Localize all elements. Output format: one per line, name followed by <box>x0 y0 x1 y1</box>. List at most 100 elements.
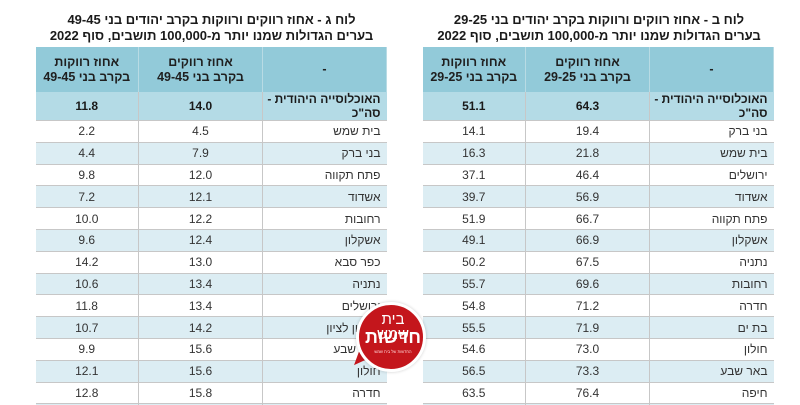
table-title: לוח ג - אחוז רווקים ורווקות בקרב יהודים … <box>36 12 387 44</box>
cell-female-pct: 15.8 <box>35 403 139 405</box>
cell-female-pct: 56.5 <box>422 359 526 383</box>
table-row: חולון 15.6 12.1 <box>35 359 387 383</box>
cell-male-pct: 14.0 <box>138 92 263 121</box>
table-row: נתניה 13.4 10.6 <box>35 272 387 295</box>
cell-female-pct: 39.7 <box>422 185 526 208</box>
cell-male-pct: 12.2 <box>138 207 263 230</box>
cell-male-pct: 13.4 <box>138 294 263 317</box>
header-male-line2: בקרב בני 29-25 <box>544 69 631 84</box>
cell-female-pct: 54.8 <box>422 294 526 317</box>
cell-city: ראשון לציון <box>649 403 774 405</box>
logo-line-2: חדשות <box>365 327 421 347</box>
header-male-line2: בקרב בני 49-45 <box>157 69 244 84</box>
cell-city: בני ברק <box>262 141 387 165</box>
logo-line-1: בית שמש <box>376 311 410 343</box>
cell-female-pct: 2.2 <box>35 120 139 143</box>
table-row: באר שבע 15.6 9.9 <box>35 337 387 361</box>
cell-male-pct: 14.2 <box>138 316 263 339</box>
cell-city: בית שמש <box>649 141 774 165</box>
cell-male-pct: 66.7 <box>525 207 650 230</box>
cell-male-pct: 4.5 <box>138 120 263 143</box>
table-row: פתח תקווה 12.0 9.8 <box>35 163 387 186</box>
table-row: אשקלון 12.4 9.6 <box>35 228 387 252</box>
cell-female-pct: 4.4 <box>35 141 139 165</box>
table-row: ירושלים 13.4 11.8 <box>35 294 387 317</box>
cell-city: האוכלוסייה היהודית - סה"כ <box>262 92 387 121</box>
cell-city: כפר סבא <box>262 250 387 274</box>
cell-male-pct: 76.4 <box>525 381 650 404</box>
table-row: בת ים 71.9 55.5 <box>422 316 774 339</box>
table-row-total: האוכלוסייה היהודית - סה"כ 64.3 51.1 <box>422 92 774 121</box>
table-row: ראשון לציון77.061.1 <box>422 403 774 405</box>
header-male-line1: אחוז רווקים <box>168 54 233 69</box>
cell-female-pct: 14.1 <box>422 120 526 143</box>
singles-table-45-49: - אחוז רווקים בקרב בני 49-45 אחוז רווקות ב… <box>35 47 387 405</box>
cell-city: פתח תקווה <box>262 163 387 186</box>
cell-city: אשדוד <box>262 185 387 208</box>
cell-male-pct: 56.9 <box>525 185 650 208</box>
beit-shemesh-news-logo: בית שמש חדשות החדשות של בית שמש <box>350 298 430 378</box>
table-row: אשדוד 12.1 7.2 <box>35 185 387 208</box>
cell-female-pct: 55.7 <box>422 272 526 295</box>
table-row: בית שמש 4.5 2.2 <box>35 120 387 143</box>
cell-city: רחובות <box>262 207 387 230</box>
cell-male-pct: 19.4 <box>525 120 650 143</box>
cell-city: בית שמש <box>262 120 387 143</box>
cell-male-pct: 67.5 <box>525 250 650 274</box>
cell-male-pct: 71.9 <box>525 316 650 339</box>
cell-female-pct: 16.3 <box>422 141 526 165</box>
table-panel-age-45-49: לוח ג - אחוז רווקים ורווקות בקרב יהודים … <box>35 0 387 405</box>
cell-city: רחובות <box>649 272 774 295</box>
table-header-row: - אחוז רווקים בקרב בני 29-25 אחוז רווקות ב… <box>422 47 774 92</box>
cell-city: האוכלוסייה היהודית - סה"כ <box>649 92 774 121</box>
cell-female-pct: 10.7 <box>35 316 139 339</box>
cell-female-pct: 9.6 <box>35 228 139 252</box>
cell-male-pct: 21.8 <box>525 141 650 165</box>
cell-male-pct: 16.8 <box>138 403 263 405</box>
cell-city: באר שבע <box>262 337 387 361</box>
table-row: אשקלון 66.9 49.1 <box>422 228 774 252</box>
cell-city: נתניה <box>649 250 774 274</box>
table-row: חיפה 76.4 63.5 <box>422 381 774 404</box>
cell-city: אשקלון <box>649 228 774 252</box>
table-row: באר שבע 73.3 56.5 <box>422 359 774 383</box>
cell-female-pct: 11.8 <box>35 92 139 121</box>
cell-female-pct: 11.8 <box>35 294 139 317</box>
table-row: הרצליה16.815.8 <box>35 403 387 405</box>
cell-male-pct: 12.4 <box>138 228 263 252</box>
cell-city: באר שבע <box>649 359 774 383</box>
cell-male-pct: 15.8 <box>138 381 263 404</box>
table-title: לוח ב - אחוז רווקים ורווקות בקרב יהודים … <box>424 12 774 44</box>
cell-male-pct: 15.6 <box>138 337 263 361</box>
cell-female-pct: 14.2 <box>35 250 139 274</box>
header-male-line1: אחוז רווקים <box>555 54 620 69</box>
title-line-2: בערים הגדולות שמנו יותר מ-100,000 תושבים… <box>437 28 761 43</box>
cell-male-pct: 64.3 <box>525 92 650 121</box>
cell-female-pct: 9.8 <box>35 163 139 186</box>
cell-female-pct: 37.1 <box>422 163 526 186</box>
cell-city: ירושלים <box>649 163 774 186</box>
cell-city: אשדוד <box>649 185 774 208</box>
cell-city: בת ים <box>649 316 774 339</box>
title-line-2: בערים הגדולות שמנו יותר מ-100,000 תושבים… <box>49 28 374 43</box>
header-city: - <box>649 47 774 92</box>
speech-bubble-icon <box>356 302 426 372</box>
cell-female-pct: 7.2 <box>35 185 139 208</box>
table-row: חדרה 15.8 12.8 <box>35 381 387 404</box>
cell-male-pct: 73.3 <box>525 359 650 383</box>
cell-female-pct: 9.9 <box>35 337 139 361</box>
singles-table-25-29: - אחוז רווקים בקרב בני 29-25 אחוז רווקות ב… <box>422 47 774 405</box>
table-row: בית שמש 21.8 16.3 <box>422 141 774 165</box>
table-row: בני ברק 19.4 14.1 <box>422 120 774 143</box>
header-female: אחוז רווקות בקרב בני 29-25 <box>422 47 526 92</box>
header-female-line2: בקרב בני 49-45 <box>43 69 131 84</box>
cell-city: חדרה <box>262 381 387 404</box>
table-row: נתניה 67.5 50.2 <box>422 250 774 274</box>
cell-female-pct: 49.1 <box>422 228 526 252</box>
cell-male-pct: 77.0 <box>525 403 650 405</box>
cell-female-pct: 10.6 <box>35 272 139 295</box>
cell-male-pct: 71.2 <box>525 294 650 317</box>
header-female-line2: בקרב בני 29-25 <box>430 69 518 84</box>
table-row-total: האוכלוסייה היהודית - סה"כ 14.0 11.8 <box>35 92 387 121</box>
cell-female-pct: 63.5 <box>422 381 526 404</box>
